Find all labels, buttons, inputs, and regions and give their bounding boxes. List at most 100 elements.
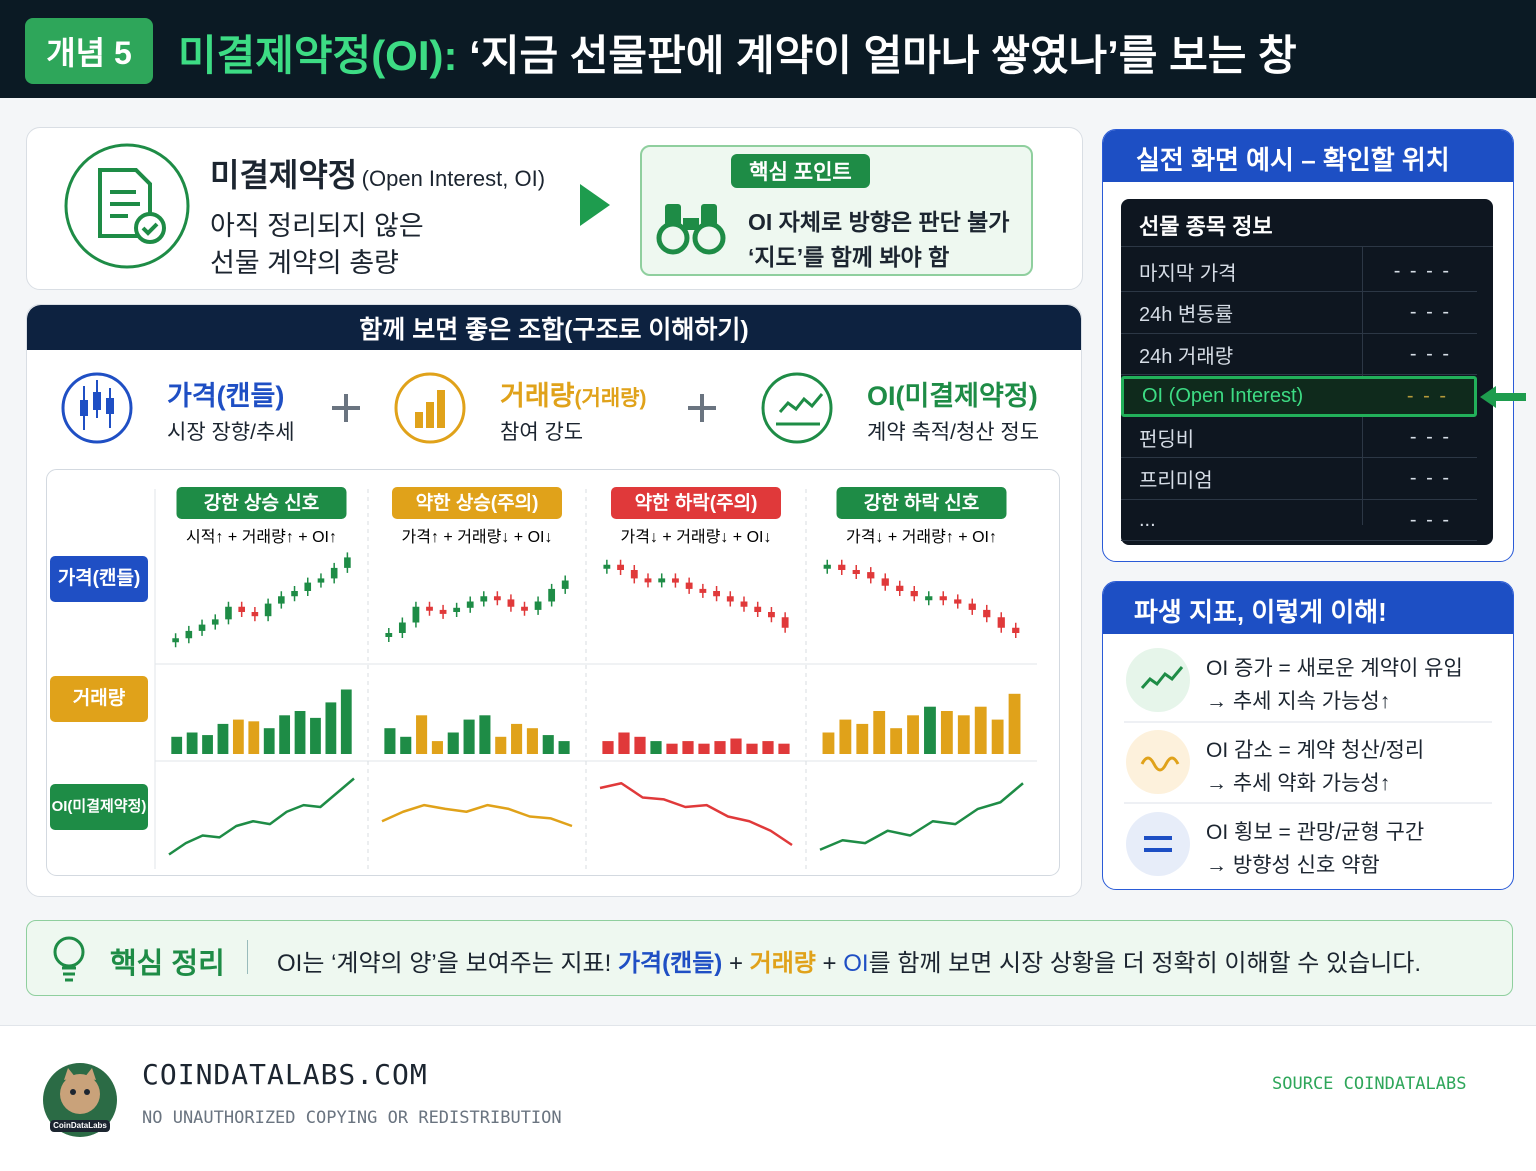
item-desc: 참여 강도 [500,421,584,444]
candle-body [172,638,179,643]
pointer-arrow [1480,386,1526,408]
combo-icons [61,372,833,444]
screen-title: 실전 화면 예시 – 확인할 위치 [1136,145,1450,175]
volume-bar [991,719,1004,754]
footer [0,1025,1536,1171]
volume-bar [778,743,790,754]
row-value: - - - [1409,301,1451,323]
candle-body [954,599,962,604]
candle-body [658,578,666,583]
oi-line [381,803,573,828]
info-row: 24h 변동률 - - - [1121,293,1477,334]
candle-body [713,591,720,597]
volume-bar [602,741,614,754]
candle-body [453,607,461,612]
title-accent: 미결제약정(OI): [178,32,458,79]
item-desc: 시장 장향/추세 [167,421,295,444]
candle-body [852,570,860,574]
candle-body [291,591,298,597]
row-label: 가격(캔들) [58,567,141,589]
item-title-sub: (거래량) [574,387,647,410]
candle-body [823,564,831,569]
key-badge: 핵심 포인트 [731,154,870,188]
summary-part: OI [843,950,869,977]
row-label: 거래량 [73,687,126,709]
volume-bar [839,719,852,754]
candle-body [910,591,918,597]
candle-body [925,596,933,601]
derived-line: OI 감소 = 계약 청산/정리 [1206,739,1425,762]
summary-part: + [722,950,750,977]
volume-bar [447,732,459,754]
scenario-pill [836,487,1007,519]
item-title-main: 거래량 [500,381,575,411]
oi-line [168,777,355,856]
key-line: ‘지도’를 함께 봐야 함 [748,244,950,270]
row-value: - - - [1409,342,1451,365]
row-label: 펀딩비 [1139,428,1195,451]
candle-body [1012,627,1020,633]
term-en: (Open Interest, OI) [361,166,546,191]
volume-bar [511,723,523,754]
candle-body [603,564,611,569]
candle-body [740,601,748,607]
info-row: 24h 거래량 - - - [1121,334,1477,375]
volume-bar [248,721,260,754]
candle-body [398,622,406,633]
row-label: 24h 변동률 [1139,304,1234,326]
scenario-label: 강한 하락 신호 [864,492,979,514]
scenario-label: 약한 하락(주의) [635,492,758,514]
info-row: 프리미엄 - - - [1121,459,1477,500]
volume-bar [479,715,491,754]
candle-body [185,630,193,639]
bulb-icon [53,936,85,982]
candle-body [867,572,875,579]
candle-body [699,588,707,593]
notice: NO UNAUTHORIZED COPYING OR REDISTRIBUTIO… [142,1108,562,1128]
candle-body [881,578,889,586]
oi-line [819,782,1024,851]
row-value: - - - [1409,425,1451,448]
oi-line [599,782,793,847]
candle-body [317,578,325,583]
item-title: 거래량(거래량) [500,374,646,413]
combo-title: 함께 보면 좋은 조합(구조로 이해하기) [359,316,749,344]
candle-body [507,599,515,607]
candle-body [685,582,693,589]
derived-line: → 추세 지속 가능성↑ [1206,690,1391,713]
volume-bar [542,735,554,754]
screen-card-title: 선물 종목 정보 [1121,199,1493,247]
summary-part: 를 함께 보면 시장 상황을 더 정확히 이해할 수 있습니다. [868,950,1422,977]
candle-body [968,603,976,610]
derived-line: OI 증가 = 새로운 계약이 유입 [1206,657,1463,680]
row-value: - - - [1409,508,1451,531]
derived-line: → 방향성 신호 약함 [1206,854,1380,877]
candle-body [225,606,232,620]
row-label-bg [50,784,148,830]
candle-body [238,606,245,612]
scenario-label: 강한 상승 신호 [204,492,319,514]
volume-bar [856,723,869,754]
candle-body [768,612,775,618]
row-value: - - - [1409,467,1451,489]
summary-part: 거래량 [749,950,816,977]
arrow [580,184,610,226]
binoculars-icon [656,204,726,255]
volume-bar [698,743,710,754]
volume-bar [957,715,970,754]
candle-body [838,564,846,570]
row-label: OI (Open Interest) [1142,384,1304,407]
badge: 개념 5 [25,18,153,84]
logo-text: CoinDataLabs [53,1121,107,1130]
summary-label: 핵심 정리 [110,948,225,980]
derived-line: → 추세 약화 가능성↑ [1206,772,1391,795]
volume-bar [558,741,570,754]
candle-body [385,633,393,637]
volume-bar [650,741,662,754]
candle-body [264,603,272,617]
header [0,0,1536,98]
scenario-pill [176,487,347,519]
title-rest: ‘지금 선물판에 계약이 얼마나 쌓였나’를 보는 창 [469,32,1297,79]
row-label: 프리미엄 [1139,470,1213,492]
